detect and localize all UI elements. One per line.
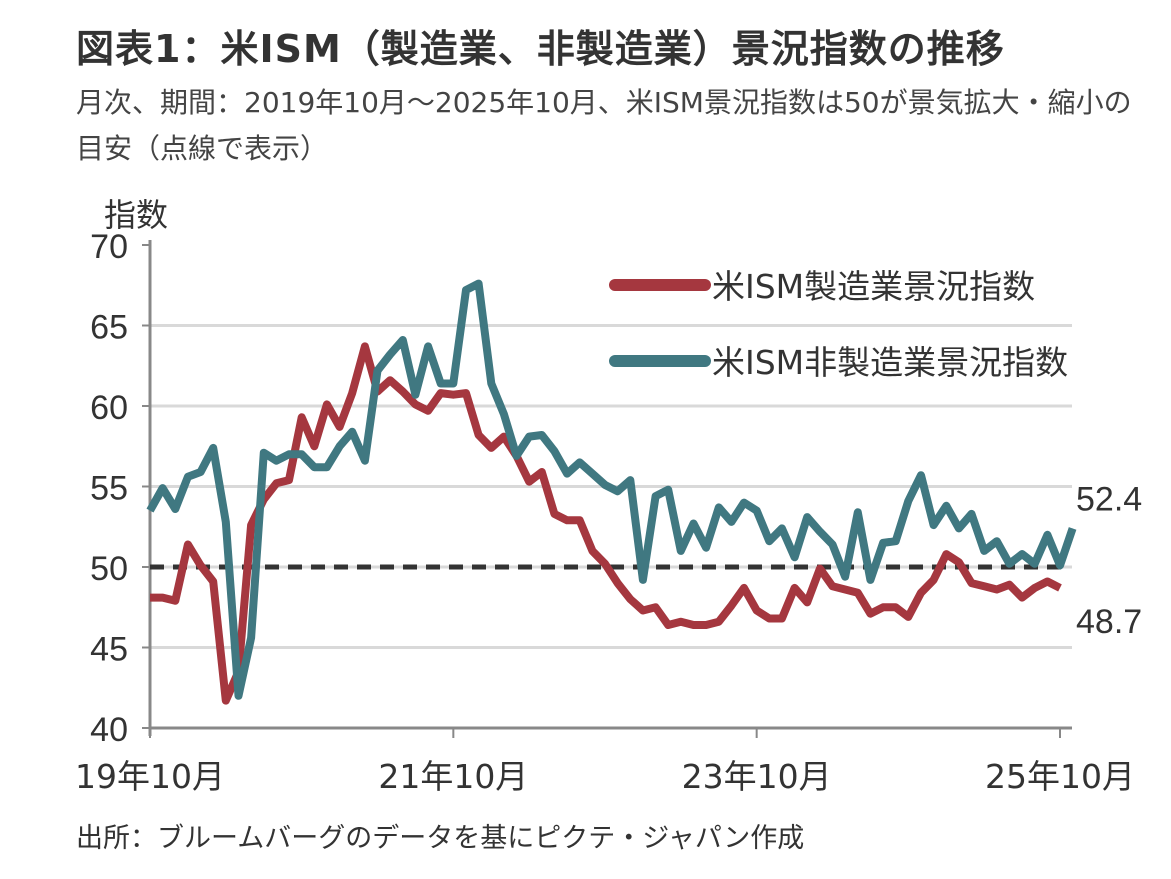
x-tick-label: 23年10月	[682, 757, 832, 796]
series-line-non-manufacturing	[146, 279, 1077, 700]
x-tick-label: 25年10月	[985, 757, 1135, 796]
y-tick-label: 50	[90, 550, 128, 588]
legend-label: 米ISM非製造業景況指数	[712, 343, 1068, 382]
end-value-label: 52.4	[1076, 480, 1142, 518]
y-tick-label: 45	[90, 631, 128, 669]
y-tick-label: 65	[90, 309, 128, 347]
y-tick-label: 70	[90, 228, 128, 266]
legend-label: 米ISM製造業景況指数	[712, 267, 1035, 306]
y-tick-label: 60	[90, 389, 128, 427]
chart-title: 図表1：米ISM（製造業、非製造業）景況指数の推移	[76, 27, 1005, 71]
x-tick-label: 19年10月	[75, 757, 225, 796]
x-tick-label: 21年10月	[378, 757, 528, 796]
y-tick-label: 55	[90, 470, 128, 508]
y-tick-label: 40	[90, 711, 128, 749]
chart-subtitle: 月次、期間：2019年10月～2025年10月、米ISM景況指数は50が景気拡大…	[76, 86, 1132, 165]
end-value-label: 48.7	[1076, 603, 1142, 641]
source-note: 出所：ブルームバーグのデータを基にピクテ・ジャパン作成	[76, 823, 805, 854]
y-axis-label: 指数	[104, 196, 168, 234]
